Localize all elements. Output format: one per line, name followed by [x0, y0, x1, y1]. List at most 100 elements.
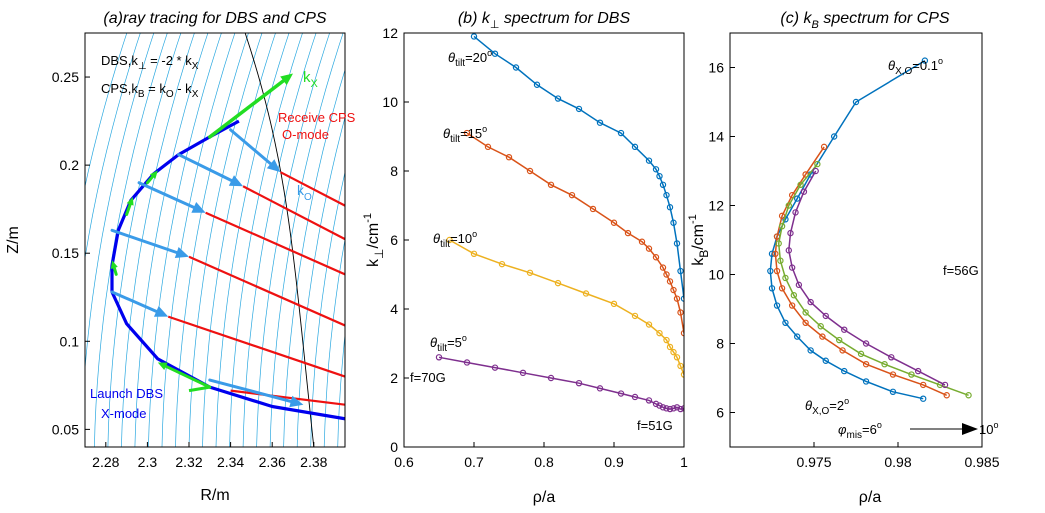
ko-arrow-4-head — [266, 159, 281, 173]
flux-surface-12 — [215, 33, 290, 447]
cps-ray-3 — [242, 185, 345, 241]
dbs-series-3-point-13 — [663, 405, 670, 412]
cps-series-2-point-13 — [908, 371, 915, 378]
flux-surface-19 — [310, 170, 345, 447]
dbs-series-1-line — [466, 132, 684, 334]
flux-surface-0 — [85, 33, 128, 189]
cps-ray-5 — [230, 389, 345, 406]
dbs-series-0-point-11 — [656, 172, 663, 180]
panel-b-ytick-label-5: 10 — [382, 94, 398, 110]
flux-surface-8 — [161, 33, 236, 447]
cps-series-0-point-4 — [794, 195, 801, 202]
dbs-relation: DBS,k⊥ = -2 * kX — [101, 53, 199, 72]
flux-surface-17 — [283, 68, 345, 447]
kx-arrow-main-shaft — [208, 79, 286, 139]
dbs-series-0-point-2 — [512, 64, 520, 71]
cps-series-0-point-11 — [782, 319, 789, 326]
panel-a-ytick-label-2: 0.15 — [52, 245, 79, 261]
dbs-series-3-line — [438, 356, 684, 410]
cps-series-0-point-15 — [841, 367, 848, 375]
cps-series-3-point-11 — [888, 354, 895, 361]
dbs-series-3-point-14 — [666, 405, 674, 413]
panel-a-title: (a)ray tracing for DBS and CPS — [103, 10, 327, 27]
panel-a-xtick-label-2: 2.32 — [175, 454, 202, 470]
kx-arrow-1-shaft — [112, 266, 118, 276]
cps-series-0-line — [769, 59, 926, 400]
cps-series-2-point-9 — [817, 323, 824, 330]
panel-a-ytick-label-3: 0.2 — [60, 157, 80, 173]
dbs-series-2-point-14 — [677, 362, 684, 370]
flux-surface-20 — [323, 237, 345, 447]
panel-b-ytick-label-1: 2 — [390, 370, 398, 386]
panel-c-plot-area — [767, 57, 972, 402]
dbs-series-0-point-9 — [645, 157, 653, 164]
kx-arrow-1-head — [110, 260, 118, 269]
dbs-series-3-point-18 — [680, 405, 684, 412]
ko-arrow-2-shaft — [137, 181, 196, 209]
panel-c-ytick-label-5: 16 — [708, 60, 724, 76]
ko-arrow-3-shaft — [177, 153, 233, 183]
dbs-series-2-point-8 — [645, 321, 653, 328]
dbs-series-0-point-4 — [554, 95, 562, 102]
cps-series-3-point-10 — [862, 340, 870, 347]
cps-series-1-point-0 — [820, 143, 828, 151]
cps-series-3-point-5 — [788, 264, 796, 271]
flux-surface-7 — [148, 33, 222, 447]
cps-series-1-line — [774, 146, 948, 396]
kx-arrow-0-shaft — [164, 364, 212, 389]
panel-b-xtick-label-0: 0.6 — [394, 454, 414, 470]
cps-series-1-point-10 — [819, 333, 826, 340]
cps-series-3-point-4 — [785, 247, 793, 254]
dbs-series-1-point-9 — [638, 238, 646, 245]
cps-series-1-point-11 — [839, 347, 846, 354]
dbs-series-3-point-7 — [617, 390, 625, 397]
dbs-series-0-point-6 — [596, 119, 604, 126]
cps-series-1-point-7 — [778, 285, 786, 292]
dbs-series-2-point-15 — [680, 371, 684, 378]
panel-c-y-ticks: 6 8 10 12 14 16 — [708, 60, 735, 421]
cps-series-0-point-10 — [773, 302, 781, 309]
ko-arrow-0-shaft — [110, 290, 158, 313]
cps-series-3-point-1 — [800, 188, 808, 195]
dbs-series-3-point-6 — [596, 385, 604, 392]
dbs-series-1-point-13 — [663, 271, 670, 278]
cps-series-1-point-13 — [889, 371, 897, 378]
cps-series-1-point-8 — [788, 302, 796, 309]
cps-series-2-point-11 — [857, 350, 865, 358]
phi-mis-end-label: 10o — [979, 420, 998, 437]
dbs-series-2-point-0 — [446, 236, 453, 244]
boundary-line — [244, 33, 315, 447]
kx-arrow-3-head — [149, 170, 158, 179]
dbs-series-0-line — [473, 35, 684, 299]
dbs-series-1-point-1 — [484, 143, 492, 151]
cps-series-3-point-8 — [822, 312, 829, 320]
cps-series-0-point-0 — [921, 57, 929, 64]
cps-series-2-point-4 — [775, 240, 782, 247]
flux-surface-15 — [256, 33, 330, 447]
cps-series-2-point-5 — [777, 257, 784, 264]
dbs-series-3-point-16 — [673, 404, 681, 411]
ko-arrow-3-head — [228, 175, 244, 187]
dbs-series-2-point-10 — [663, 336, 670, 344]
dbs-series-2-point-4 — [554, 279, 562, 287]
dbs-series-3-point-15 — [670, 405, 677, 412]
dbs-series-1-point-6 — [589, 205, 597, 213]
cps-ray-4 — [280, 171, 345, 207]
dbs-series-0-point-10 — [652, 166, 660, 173]
panel-a-xtick-label-1: 2.3 — [138, 454, 158, 470]
cps-series-3-point-9 — [841, 326, 848, 333]
cps-series-1-point-15 — [943, 392, 950, 399]
dbs-series-0-point-3 — [533, 81, 541, 88]
panel-c-title: (c) kB spectrum for CPS — [780, 10, 949, 31]
cps-series-0-point-18 — [920, 395, 927, 402]
cps-series-0-point-7 — [768, 250, 776, 257]
cps-series-3-point-0 — [812, 167, 819, 175]
panel-a-y-ticks: 0.05 0.1 0.15 0.2 0.25 — [52, 69, 90, 437]
flux-surface-6 — [134, 33, 209, 447]
dbs-series-1-point-12 — [659, 264, 667, 271]
dbs-series-1-point-18 — [680, 329, 684, 337]
cps-series-3-line — [788, 170, 946, 386]
kx-label: kX — [303, 69, 319, 90]
cps-ray-0 — [167, 315, 345, 378]
